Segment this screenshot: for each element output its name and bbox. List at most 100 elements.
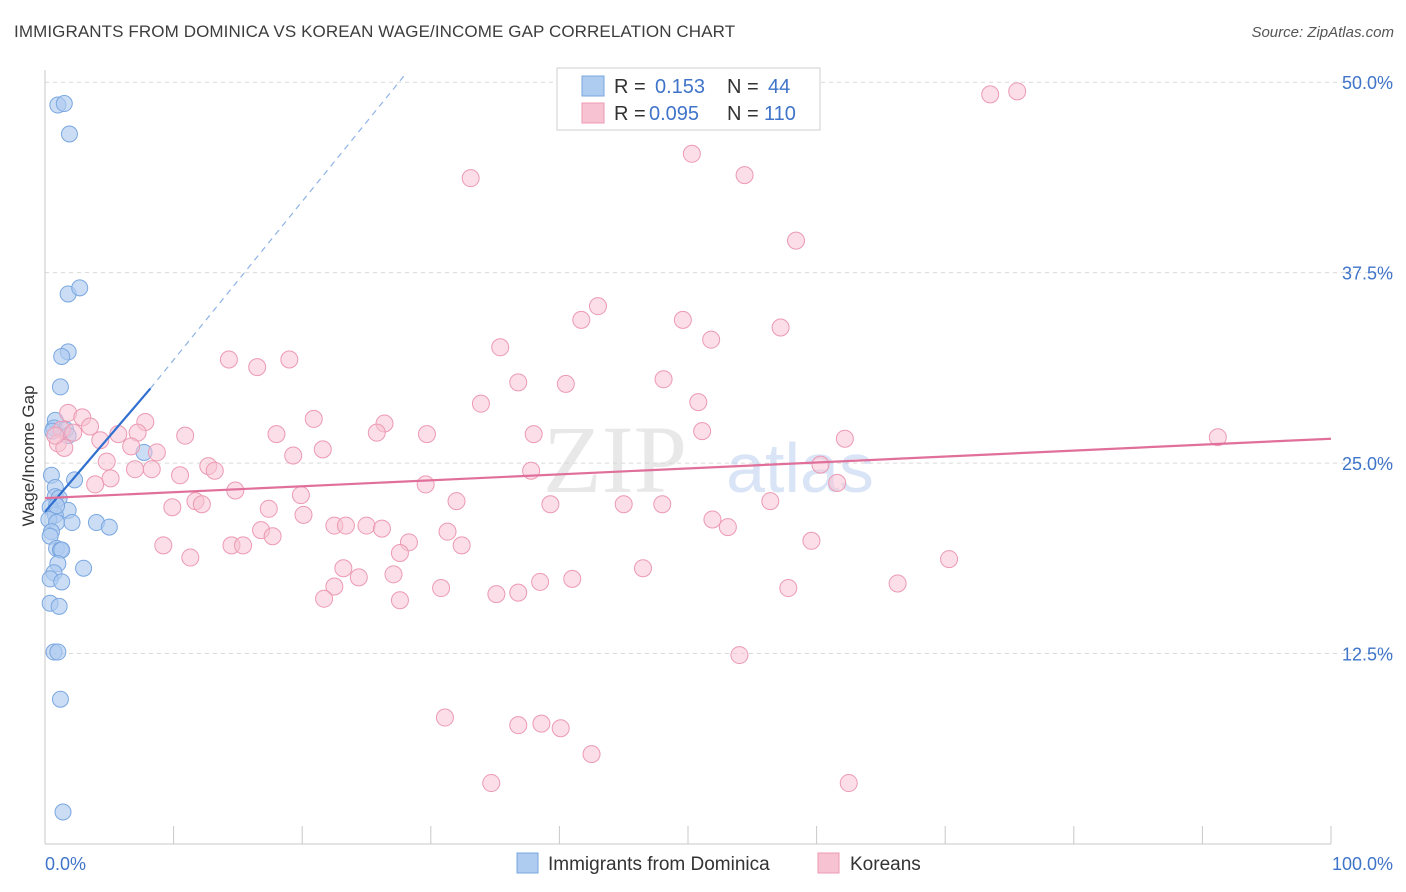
point-dominica-25 xyxy=(100,518,118,536)
y-tick-label-0: 12.5% xyxy=(1342,645,1393,665)
x-tick-label-min: 0.0% xyxy=(45,854,86,874)
point-koreans-39 xyxy=(122,437,141,456)
bottom-legend-label-dominica[interactable]: Immigrants from Dominica xyxy=(548,854,770,875)
point-koreans-102 xyxy=(551,719,570,738)
bottom-legend-swatch-koreans[interactable] xyxy=(817,852,840,874)
point-koreans-81 xyxy=(390,543,409,562)
point-koreans-99 xyxy=(435,708,454,727)
point-koreans-71 xyxy=(438,522,457,541)
point-koreans-49 xyxy=(171,466,190,485)
trendline-koreans xyxy=(44,437,1332,500)
legend-swatch-koreans xyxy=(581,102,605,124)
point-koreans-11 xyxy=(491,338,510,357)
point-koreans-45 xyxy=(811,455,830,474)
correlation-legend: R = 0.153 N = 44 R = 0.095 N = 110 xyxy=(556,67,821,131)
point-koreans-68 xyxy=(336,516,355,535)
point-koreans-105 xyxy=(839,774,858,793)
bottom-legend-label-koreans[interactable]: Koreans xyxy=(850,854,921,875)
point-koreans-95 xyxy=(315,589,334,608)
point-koreans-79 xyxy=(452,536,471,555)
point-koreans-90 xyxy=(888,574,907,593)
point-dominica-1 xyxy=(55,95,73,113)
legend-n-value-dominica: 44 xyxy=(768,76,790,98)
trendlines xyxy=(44,74,1332,513)
point-koreans-44 xyxy=(97,452,116,471)
chart-title: IMMIGRANTS FROM DOMINICA VS KOREAN WAGE/… xyxy=(14,22,736,41)
point-koreans-36 xyxy=(1208,428,1227,447)
y-axis-title: Wage/Income Gap xyxy=(19,385,38,526)
point-koreans-15 xyxy=(654,370,673,389)
point-koreans-32 xyxy=(267,425,286,444)
point-koreans-64 xyxy=(259,499,278,518)
point-koreans-2 xyxy=(682,144,701,163)
point-koreans-60 xyxy=(614,495,633,514)
point-koreans-41 xyxy=(147,443,166,462)
tick-labels: 12.5% 25.0% 37.5% 50.0% 0.0% 100.0% xyxy=(45,73,1393,874)
point-koreans-4 xyxy=(461,169,480,188)
point-koreans-22 xyxy=(304,409,323,428)
source-label[interactable]: Source: ZipAtlas.com xyxy=(1251,24,1394,41)
point-koreans-42 xyxy=(313,440,332,459)
point-koreans-88 xyxy=(531,572,550,591)
point-koreans-62 xyxy=(761,492,780,511)
point-koreans-17 xyxy=(509,373,528,392)
axes xyxy=(44,70,1332,845)
point-koreans-63 xyxy=(163,498,182,517)
point-koreans-40 xyxy=(55,438,74,457)
point-koreans-7 xyxy=(572,310,591,329)
point-koreans-8 xyxy=(673,310,692,329)
trendline-dominica-extension xyxy=(149,74,406,389)
legend-r-value-koreans: 0.095 xyxy=(649,103,699,125)
bottom-legend-swatch-dominica[interactable] xyxy=(516,852,539,874)
series-legend: Immigrants from Dominica Koreans xyxy=(516,852,921,875)
point-koreans-70 xyxy=(372,519,391,538)
y-tick-label-2: 37.5% xyxy=(1342,264,1393,284)
point-koreans-85 xyxy=(633,559,652,578)
point-koreans-3 xyxy=(735,166,754,185)
point-koreans-74 xyxy=(263,527,282,546)
point-koreans-92 xyxy=(432,579,451,598)
point-dominica-41 xyxy=(54,803,72,821)
point-koreans-107 xyxy=(291,486,310,505)
point-koreans-87 xyxy=(384,565,403,584)
point-koreans-5 xyxy=(787,231,806,250)
point-koreans-86 xyxy=(349,568,368,587)
point-koreans-43 xyxy=(284,446,303,465)
point-koreans-75 xyxy=(802,531,821,550)
point-koreans-59 xyxy=(541,495,560,514)
point-koreans-57 xyxy=(192,495,211,514)
point-koreans-53 xyxy=(86,475,105,494)
point-koreans-30 xyxy=(367,423,386,442)
legend-n-label-koreans: N = xyxy=(727,103,759,125)
point-koreans-91 xyxy=(325,577,344,596)
watermark: ZIP atlas xyxy=(543,406,874,513)
point-dominica-37 xyxy=(50,597,68,615)
point-koreans-50 xyxy=(205,461,224,480)
point-koreans-9 xyxy=(771,318,790,337)
point-koreans-61 xyxy=(653,495,672,514)
point-koreans-31 xyxy=(693,422,712,441)
point-dominica-6 xyxy=(53,347,71,365)
point-koreans-0 xyxy=(981,85,1000,104)
point-koreans-25 xyxy=(81,417,100,436)
series-koreans-points xyxy=(46,82,1227,793)
point-koreans-34 xyxy=(176,426,195,445)
watermark-zip: ZIP xyxy=(543,406,687,513)
point-koreans-14 xyxy=(248,358,267,377)
point-dominica-23 xyxy=(63,514,81,532)
point-koreans-106 xyxy=(46,426,65,445)
point-koreans-108 xyxy=(524,425,543,444)
point-dominica-4 xyxy=(71,279,89,297)
point-koreans-100 xyxy=(509,716,528,735)
point-dominica-2 xyxy=(60,125,78,143)
point-koreans-89 xyxy=(563,569,582,588)
point-dominica-7 xyxy=(51,378,69,396)
point-koreans-103 xyxy=(582,745,601,764)
point-koreans-94 xyxy=(487,585,506,604)
point-koreans-28 xyxy=(64,423,83,442)
point-dominica-40 xyxy=(51,690,69,708)
point-koreans-109 xyxy=(126,460,145,479)
point-koreans-77 xyxy=(234,536,253,555)
legend-n-value-koreans: 110 xyxy=(764,103,796,125)
